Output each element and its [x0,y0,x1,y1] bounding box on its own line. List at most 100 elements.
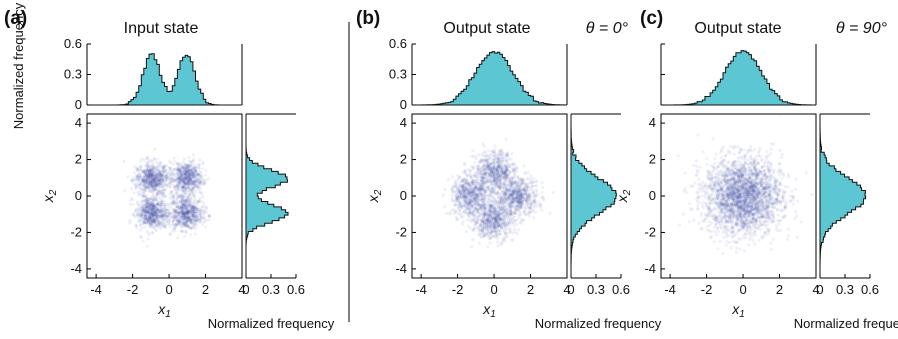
scatter-point [531,209,535,213]
scatter-point [181,214,185,218]
scatter-point [153,219,157,223]
scatter-point [516,203,520,207]
scatter-point [187,163,191,168]
scatter-point [530,184,534,188]
scatter-point [162,180,166,184]
scatter-point [502,195,506,199]
scatter-point [479,185,483,189]
scatter-point [508,227,512,231]
scatter-point [463,199,467,204]
scatter-point [196,219,200,223]
scatter-point [147,202,151,206]
scatter-point [486,213,490,217]
scatter-point [474,222,478,226]
scatter-point [178,220,182,224]
scatter-point [509,209,513,214]
scatter-point [144,215,148,219]
scatter-point [490,169,494,173]
scatter-point [192,174,196,178]
scatter-point [523,209,527,213]
scatter-point [186,205,191,209]
scatter-point [175,179,179,183]
scatter-point [500,206,504,211]
scatter-point [186,199,190,203]
scatter-point [182,172,186,176]
scatter-point [193,221,197,225]
scatter-point [181,203,185,207]
scatter-point [151,202,155,206]
scatter-point [186,170,190,174]
x-tick-label: 0 [490,282,497,297]
scatter-point [462,193,466,197]
scatter-point [186,180,190,184]
scatter-point [481,142,485,146]
scatter-point [149,183,153,187]
scatter-point [178,175,182,180]
scatter-point [181,203,186,207]
scatter-point [504,172,508,176]
scatter-point [184,215,188,219]
scatter-point [161,178,166,182]
scatter-point [515,222,519,226]
scatter-point [458,175,462,179]
scatter-point [475,215,480,219]
scatter-point [129,186,133,190]
scatter-point [161,223,165,227]
scatter-point [516,201,520,205]
scatter-point [169,161,173,165]
scatter-point [175,223,179,227]
scatter-point [520,179,524,183]
scatter-point [483,206,487,210]
scatter-point [162,199,166,203]
scatter-point [135,167,139,171]
scatter-point [511,189,515,193]
scatter-point [142,178,146,182]
scatter-point [160,211,164,215]
scatter-point [155,173,159,177]
scatter-point [159,203,164,207]
scatter-point [488,214,492,218]
scatter-point [186,210,190,214]
scatter-point [444,212,449,216]
scatter-point [483,158,487,162]
scatter-point [169,176,173,180]
scatter-point [180,185,184,189]
scatter-point [171,220,175,224]
scatter-point [460,192,464,196]
scatter-point [171,194,175,198]
scatter-point [471,194,475,198]
scatter-point [150,177,154,181]
scatter-point [494,228,498,232]
scatter-point [151,168,155,172]
scatter-point [488,213,492,217]
scatter-point [150,214,154,218]
scatter-point [453,189,457,194]
scatter-point [485,179,490,183]
scatter-point [530,199,534,203]
scatter-point [525,185,529,189]
scatter-point [487,209,491,213]
scatter-point [182,210,186,214]
scatter-point [459,194,463,198]
scatter-point [515,184,519,189]
scatter-point [471,201,475,206]
scatter-point [473,199,478,203]
scatter-point [512,224,516,228]
scatter-point [148,212,152,216]
scatter-point [189,170,193,174]
scatter-point [154,187,158,191]
scatter-point [192,216,196,220]
scatter-point [161,195,165,199]
scatter-point [187,176,192,180]
scatter-point [141,194,145,198]
scatter-point [183,209,187,213]
scatter-point [181,195,185,199]
scatter-point [507,157,511,162]
scatter-point [163,224,168,228]
scatter-point [167,202,171,207]
scatter-point [138,222,142,226]
scatter-point [489,192,493,196]
scatter-point [183,225,187,229]
scatter-point [159,204,163,209]
scatter-point [155,199,159,203]
